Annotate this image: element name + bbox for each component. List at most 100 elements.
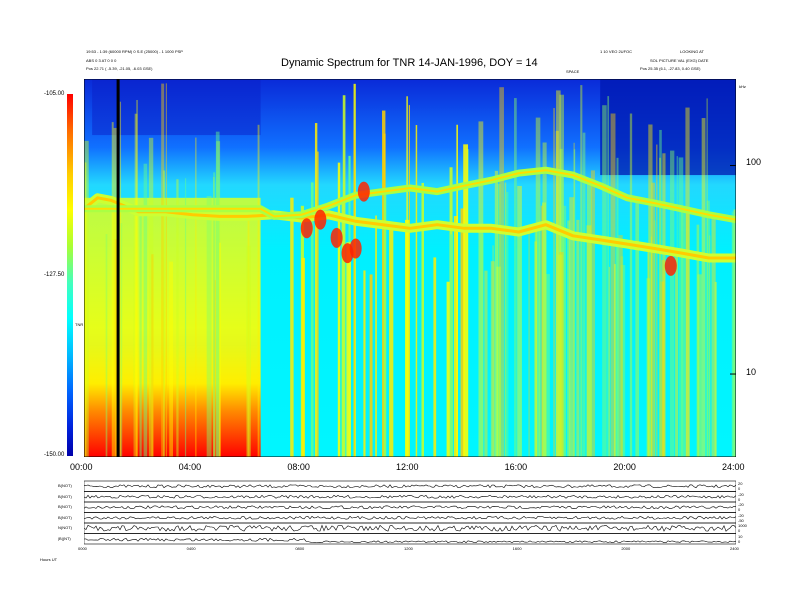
bottom-x-tick: 2000 xyxy=(621,546,631,551)
panel-right-tick: 0 xyxy=(738,528,741,533)
panel-label: N(NOT) xyxy=(58,525,72,530)
spectrum-stripe xyxy=(415,125,418,457)
spectrogram-plot xyxy=(84,79,736,457)
chart-title: Dynamic Spectrum for TNR 14-JAN-1996, DO… xyxy=(281,57,538,69)
spectrum-stripe xyxy=(363,270,366,457)
spectrum-stripe xyxy=(346,242,351,457)
spectrum-stripe xyxy=(369,274,373,457)
spectrum-stripe xyxy=(136,99,138,457)
bottom-x-label: Hours UT xyxy=(40,557,58,562)
spectrum-stripe xyxy=(542,202,546,457)
spectrum-stripe xyxy=(539,219,541,457)
spectrum-stripe xyxy=(165,83,167,457)
spectrum-stripe xyxy=(314,123,318,457)
x-tick-label: 16:00 xyxy=(504,462,528,472)
spectrum-stripe xyxy=(680,210,686,457)
header-left-line-2: ABS 0 3 AT 0 0 0 xyxy=(86,58,117,63)
spectrum-stripe xyxy=(629,113,633,457)
spectrum-stripe xyxy=(685,211,690,457)
spectrum-stripe xyxy=(317,151,319,457)
spectrum-stripe xyxy=(616,242,619,457)
panel-frame xyxy=(84,533,736,545)
panel-frame xyxy=(84,522,736,534)
spectrum-stripe xyxy=(492,245,494,457)
panel-right-tick: 20 xyxy=(738,481,743,486)
colorbar-label: TNR xyxy=(75,322,84,327)
spectrum-stripe xyxy=(301,257,305,457)
spectrum-stripe xyxy=(219,242,221,457)
spectrum-stripe xyxy=(555,130,559,457)
panel-label: |B|(NT) xyxy=(58,535,71,541)
spectrum-stripe xyxy=(290,197,294,457)
spectrum-stripe xyxy=(490,261,495,457)
spectrum-stripe xyxy=(613,264,616,457)
spectrum-stripe xyxy=(576,219,580,457)
intense-region xyxy=(84,343,261,457)
spectrum-stripe xyxy=(567,220,571,457)
spectrum-stripe xyxy=(582,132,586,457)
emission-hotspot xyxy=(349,238,362,259)
spectrum-stripe xyxy=(731,211,734,457)
spectrum-stripe xyxy=(341,200,344,457)
spectrum-stripe xyxy=(517,185,522,457)
spectrum-stripe xyxy=(337,162,341,457)
spectrum-stripe xyxy=(389,228,394,457)
spectrum-stripe xyxy=(161,83,165,457)
header-right-line-3: SOL PICTURE VAL (EXG) DATE xyxy=(650,58,709,63)
spectrum-stripe xyxy=(463,144,469,457)
colorbar-tick-bottom: -150.00 xyxy=(44,452,65,458)
spectrum-stripe xyxy=(706,98,708,457)
quiet-region xyxy=(92,79,261,136)
spectrum-stripe xyxy=(484,270,488,457)
spectrum-stripe xyxy=(450,234,454,457)
spectrum-stripe xyxy=(697,274,702,457)
spectrum-stripe xyxy=(528,224,530,457)
spectrum-stripe xyxy=(216,141,221,457)
spectrum-stripe xyxy=(573,142,575,457)
spectrum-stripe xyxy=(453,216,458,457)
spectrum-stripe xyxy=(114,239,119,457)
y-tick-10: 10 xyxy=(746,367,757,377)
spectrum-stripe xyxy=(405,219,410,457)
panel-right-tick: 0 xyxy=(738,507,741,512)
spectrum-stripe xyxy=(504,182,507,457)
spectrum-stripe xyxy=(534,241,537,457)
harmonic-line xyxy=(84,169,736,221)
spectrum-stripe xyxy=(586,225,592,457)
panel-trace xyxy=(84,484,736,489)
header-left-line-3: Pos 22.71 ( -5.39, -21.05, -6.03 GSE) xyxy=(86,66,153,71)
spectrum-stripe xyxy=(534,225,537,457)
bottom-x-tick: 0800 xyxy=(295,546,305,551)
spectrum-stripe xyxy=(651,182,655,457)
spectrum-stripe xyxy=(701,118,706,457)
spectrum-stripe xyxy=(696,224,700,457)
panel-label: B(NOT) xyxy=(58,493,72,499)
spectrum-stripe xyxy=(733,209,736,457)
panel-right-tick: 0 xyxy=(738,486,741,491)
spectrum-stripe xyxy=(678,157,684,457)
spectrum-stripe xyxy=(111,122,114,457)
spectrum-stripe xyxy=(602,105,607,457)
colorbar xyxy=(67,94,73,456)
y-tick-100: 100 xyxy=(746,157,762,167)
spectrum-stripe xyxy=(620,265,626,457)
panel-label: B(NOT) xyxy=(58,514,72,520)
spectrum-stripe xyxy=(653,220,656,457)
spectrum-stripe xyxy=(662,153,666,457)
panel-right-tick: -20 xyxy=(738,512,744,518)
panel-label: B(NOT) xyxy=(58,504,72,509)
spectrum-stripe xyxy=(618,235,623,457)
panel-trace xyxy=(84,524,736,532)
spectrum-stripe xyxy=(586,179,592,457)
spectrum-stripe xyxy=(659,281,665,457)
spectrum-stripe xyxy=(676,156,678,457)
panel-trace xyxy=(84,505,736,510)
panel-right-tick: -50 xyxy=(738,517,744,523)
spectrum-stripe xyxy=(84,140,89,457)
x-tick-label: 12:00 xyxy=(396,462,419,472)
spectrum-stripe xyxy=(558,254,563,457)
spectrum-stripe xyxy=(647,252,649,457)
spectrum-stripe xyxy=(685,107,690,457)
spectrum-stripe xyxy=(206,196,212,457)
spectrum-stripe xyxy=(246,245,251,457)
